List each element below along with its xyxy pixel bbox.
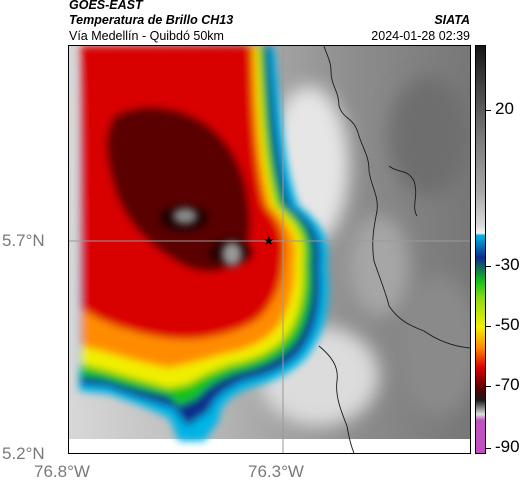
temperature-colorbar: [475, 45, 486, 454]
route-subtitle: Vía Medellín - Quibdó 50km: [69, 29, 224, 43]
coastline: [323, 46, 470, 349]
lon-label-76.8: 76.8°W: [34, 462, 90, 481]
map-canvas: ★: [69, 46, 470, 453]
overshooting-tops: [173, 208, 242, 266]
cb-tick-m50: [486, 326, 491, 327]
product-title: Temperatura de Brillo CH13: [69, 13, 234, 27]
cb-tick-m30: [486, 266, 491, 267]
lat-label-5.7: 5.7°N: [2, 231, 45, 250]
cb-label-20: 20: [495, 99, 514, 118]
cb-tick-m70: [486, 386, 491, 387]
satellite-title: GOES-EAST: [69, 0, 143, 12]
east-border: [388, 165, 418, 217]
cb-label-m50: -50: [495, 315, 520, 334]
no-data-strip: [69, 439, 470, 453]
lon-label-76.3: 76.3°W: [248, 462, 304, 481]
cb-label-m90: -90: [495, 437, 520, 456]
cloud-darkred-core: [106, 106, 251, 272]
cb-tick-m90: [486, 448, 491, 449]
lat-label-5.2: 5.2°N: [2, 444, 45, 463]
timestamp-label: 2024-01-28 02:39: [371, 29, 470, 43]
cb-label-m70: -70: [495, 375, 520, 394]
agency-label: SIATA: [434, 13, 470, 27]
cb-tick-20: [486, 110, 491, 111]
brightness-temperature-map: ★: [68, 45, 471, 454]
cb-label-m30: -30: [495, 255, 520, 274]
star-icon: ★: [263, 234, 275, 249]
river-border: [318, 345, 355, 453]
